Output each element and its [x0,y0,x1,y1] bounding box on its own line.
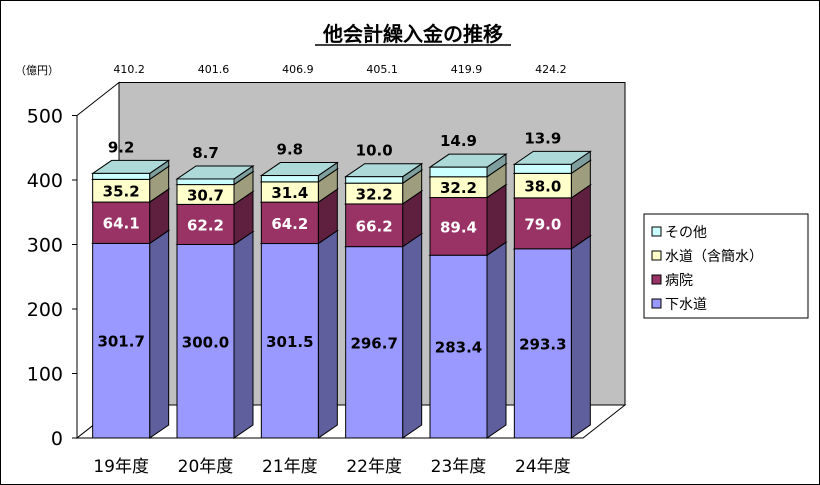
bar-segment-front [513,172,572,199]
legend-label: 下水道 [665,297,707,313]
legend-swatch [651,298,662,309]
data-label: 293.3 [519,335,566,353]
data-label: 79.0 [524,215,561,233]
data-label: 296.7 [350,334,397,352]
unit-label: （億円） [15,64,59,77]
bar-segment-side [486,241,507,439]
data-label: 300.0 [182,333,229,351]
data-label: 9.8 [277,141,304,159]
data-label: 32.2 [356,186,393,204]
total-label: 424.2 [535,63,567,76]
y-tick-label: 300 [27,235,63,257]
bar-segment-front [260,243,319,439]
legend-swatch [651,226,662,237]
data-label: 89.4 [440,218,477,236]
legend-label: 水道（含簡水） [665,249,763,265]
y-tick-label: 400 [27,170,63,192]
bar-segment [175,230,255,439]
bar-segment-front [513,197,572,250]
data-label: 14.9 [440,132,477,150]
total-label: 406.9 [282,63,314,76]
bar-segment-side [233,230,254,439]
bar-segment [175,165,255,186]
legend-label: その他 [665,225,707,241]
bar-segment-front [176,178,235,186]
bar-segment-front [92,201,151,244]
bar-segment-front [513,163,572,174]
chart-title: 他会計繰入金の推移 [322,22,503,46]
data-label: 38.0 [524,178,561,196]
data-label: 10.0 [356,142,393,160]
bar-segment-side [570,234,591,439]
data-label: 301.5 [266,333,313,351]
bar-segment-front [429,166,488,178]
total-label: 410.2 [113,63,145,76]
legend-item: 水道（含簡水） [651,249,763,265]
y-tick-label: 100 [27,364,63,386]
x-tick-label: 21年度 [262,457,318,477]
bar-segment-front [92,172,151,180]
y-tick-label: 0 [51,428,63,450]
bar-segment [91,159,171,181]
x-tick-label: 22年度 [346,457,402,477]
total-label: 401.6 [198,63,230,76]
data-label: 66.2 [356,217,393,235]
bar-segment-side [149,229,170,439]
bar-segment-front [345,176,404,184]
legend-label: 病院 [665,273,693,289]
data-label: 30.7 [187,186,224,204]
bar-segment [428,153,508,178]
legend-swatch [651,250,662,261]
bar-segment [512,150,592,175]
data-label: 62.2 [187,216,224,234]
bar-segment-front [345,246,404,439]
y-tick-label: 500 [27,106,63,128]
x-tick-label: 20年度 [178,457,234,477]
legend-item: 病院 [651,273,693,289]
bar-segment [91,229,171,439]
bar-segment-front [176,203,235,245]
legend-box [643,213,809,319]
total-label: 405.1 [366,63,398,76]
data-label: 283.4 [435,339,482,357]
legend-swatch [651,274,662,285]
x-tick-label: 24年度 [515,457,571,477]
x-tick-label: 23年度 [431,457,487,477]
labels-layer: 0 100 200 300 400 500 301.7 64.1 35.2 9.2 410.2 19年… [27,63,571,477]
bar-segment [344,162,424,185]
data-label: 13.9 [524,129,561,147]
bar-segment-side [317,229,338,439]
bars-layer [91,150,592,439]
x-tick-label: 19年度 [93,457,149,477]
data-label: 64.1 [103,215,140,233]
bar-segment [259,161,339,183]
legend-item: その他 [651,225,707,241]
bar-segment-front [92,242,151,439]
data-label: 9.2 [108,138,135,156]
data-label: 64.2 [271,215,308,233]
data-label: 31.4 [271,184,308,202]
y-tick-label: 200 [27,299,63,321]
bar-segment-front [260,175,319,183]
data-label: 32.2 [440,179,477,197]
legend-item: 下水道 [651,297,707,313]
data-label: 35.2 [103,183,140,201]
total-label: 419.9 [451,63,483,76]
bar-segment-front [429,197,488,256]
bar-segment-front [176,244,235,439]
data-label: 301.7 [97,333,144,351]
bar-segment-side [402,232,423,439]
data-label: 8.7 [192,144,219,162]
